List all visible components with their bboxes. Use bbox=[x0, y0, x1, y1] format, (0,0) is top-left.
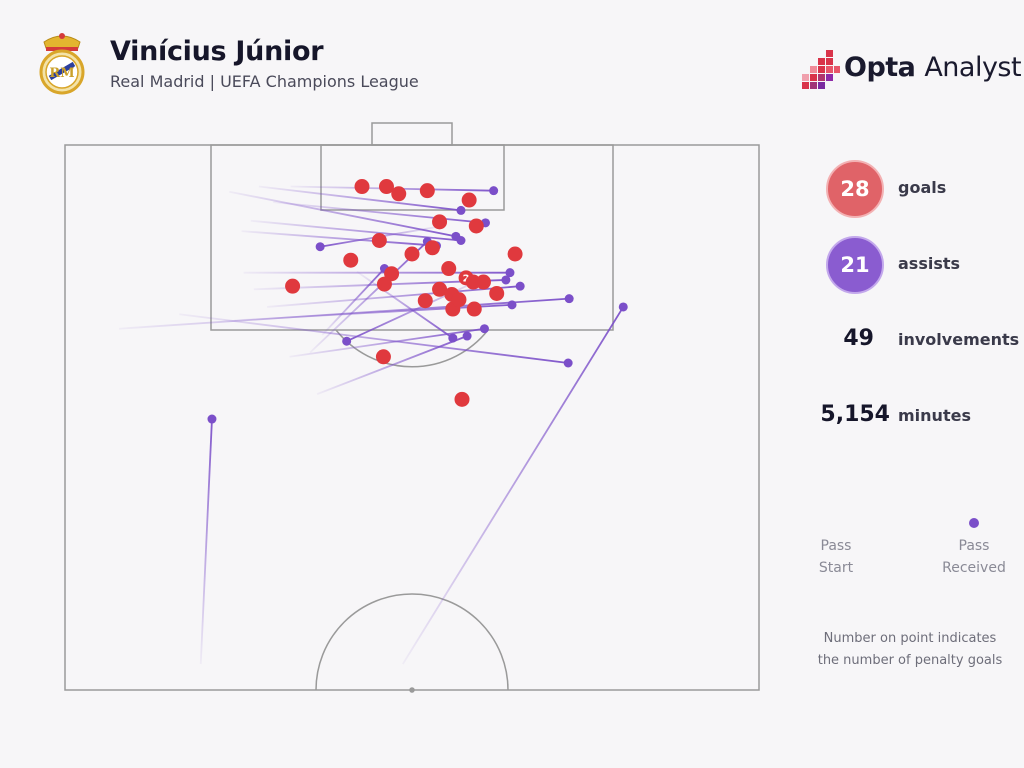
assist-pass-line bbox=[229, 190, 457, 238]
goal-point bbox=[507, 246, 523, 262]
goal-point bbox=[376, 276, 392, 292]
assist-received-point bbox=[315, 242, 325, 252]
assist-pass-line bbox=[289, 327, 485, 358]
assist-pass-line bbox=[241, 230, 437, 247]
assist-pass-line bbox=[402, 306, 625, 665]
assist-layer bbox=[119, 185, 628, 665]
goal-point bbox=[375, 349, 391, 365]
assist-received-point bbox=[207, 414, 217, 424]
assist-pass-line bbox=[199, 419, 213, 665]
assist-pass-line bbox=[356, 270, 454, 339]
goal-point bbox=[404, 246, 420, 262]
assist-received-point bbox=[515, 281, 525, 291]
goals-count: 28 bbox=[826, 160, 884, 218]
involvements-stat: 49 involvements bbox=[790, 312, 1020, 372]
assists-count: 21 bbox=[826, 236, 884, 294]
goal-point bbox=[371, 233, 387, 249]
assist-received-point bbox=[563, 358, 573, 368]
assist-pass-line bbox=[346, 276, 487, 343]
goal-point bbox=[419, 183, 435, 199]
pitch-markings bbox=[64, 122, 760, 693]
penalty-area bbox=[210, 144, 614, 331]
legend-pass-line bbox=[836, 518, 979, 528]
assist-pass-line bbox=[321, 267, 386, 336]
goal-point bbox=[475, 274, 491, 290]
penalty-note-line2: the number of penalty goals bbox=[817, 653, 1003, 668]
penalty-note: Number on point indicates the number of … bbox=[806, 628, 1014, 672]
assist-received-point bbox=[456, 236, 466, 246]
goal bbox=[371, 122, 453, 146]
assist-received-point bbox=[479, 324, 489, 334]
legend-pass-received-dot bbox=[969, 518, 979, 528]
goal-point bbox=[468, 218, 484, 234]
legend-pass-received-line2: Received bbox=[942, 560, 1006, 576]
goal-point bbox=[378, 179, 394, 195]
assist-received-point bbox=[489, 186, 499, 196]
goal-point bbox=[451, 292, 467, 308]
assist-pass-line bbox=[179, 313, 569, 364]
assist-pass-line bbox=[234, 303, 513, 322]
goal-point bbox=[489, 285, 505, 301]
goal-point bbox=[417, 293, 433, 309]
assist-received-point bbox=[501, 275, 511, 285]
involvements-label: involvements bbox=[898, 330, 1020, 349]
goal-point bbox=[441, 261, 457, 277]
brand-name-analyst: Analyst bbox=[924, 52, 1022, 83]
shot-assist-map: 2 bbox=[64, 122, 760, 693]
legend-pass-start-line2: Start bbox=[818, 560, 854, 576]
penalty-note-line1: Number on point indicates bbox=[823, 631, 997, 646]
goal-point bbox=[391, 186, 407, 202]
legend-pass-start-line1: Pass bbox=[820, 538, 852, 554]
assist-received-point bbox=[342, 336, 352, 346]
assist-pass-line bbox=[258, 185, 462, 212]
centre-circle bbox=[315, 593, 509, 691]
assists-label: assists bbox=[898, 254, 961, 273]
real-madrid-crest-icon: RM bbox=[39, 33, 85, 95]
brand-name-opta: Opta bbox=[844, 52, 916, 83]
assist-received-point bbox=[618, 302, 628, 312]
penalty-goal-count: 2 bbox=[463, 273, 470, 284]
minutes-stat: 5,154 minutes bbox=[790, 388, 1020, 448]
involvements-count: 49 bbox=[843, 326, 874, 351]
header: RM Vinícius Júnior Real Madrid | UEFA Ch… bbox=[0, 0, 1024, 110]
assist-received-point bbox=[462, 331, 472, 341]
minutes-count: 5,154 bbox=[820, 402, 890, 427]
goal-point bbox=[424, 240, 440, 256]
svg-text:RM: RM bbox=[49, 66, 74, 81]
brand: Opta Analyst bbox=[798, 48, 1022, 92]
opta-logo-icon bbox=[802, 50, 840, 89]
goal-point bbox=[343, 252, 359, 268]
goal-point bbox=[432, 281, 448, 297]
assist-pass-line bbox=[316, 335, 468, 395]
assist-pass-line bbox=[250, 219, 462, 242]
assist-received-point bbox=[456, 205, 466, 215]
legend-pass-received-line1: Pass bbox=[958, 538, 990, 554]
goal-point bbox=[285, 278, 301, 294]
page-subtitle: Real Madrid | UEFA Champions League bbox=[110, 72, 419, 91]
legend-pass-received: Pass Received bbox=[938, 535, 1010, 579]
penalty-arc bbox=[335, 329, 489, 368]
half-pitch-outline bbox=[64, 144, 760, 691]
goal-point bbox=[454, 391, 470, 407]
brand-name: Opta Analyst bbox=[844, 52, 1022, 83]
assist-received-point bbox=[564, 294, 574, 304]
goal-point bbox=[461, 192, 477, 208]
goals-label: goals bbox=[898, 178, 947, 197]
goal-point bbox=[354, 179, 370, 195]
goal-layer: 2 bbox=[285, 179, 523, 407]
assist-received-point bbox=[505, 268, 515, 278]
assist-pass-line bbox=[273, 201, 486, 224]
centre-spot bbox=[409, 687, 415, 693]
goal-point bbox=[466, 301, 482, 317]
assist-received-point bbox=[507, 300, 517, 310]
goal-point bbox=[432, 214, 448, 230]
legend-pass-start: Pass Start bbox=[808, 535, 864, 579]
minutes-label: minutes bbox=[898, 406, 971, 425]
assist-received-point bbox=[448, 333, 458, 343]
page-title: Vinícius Júnior bbox=[110, 36, 324, 67]
